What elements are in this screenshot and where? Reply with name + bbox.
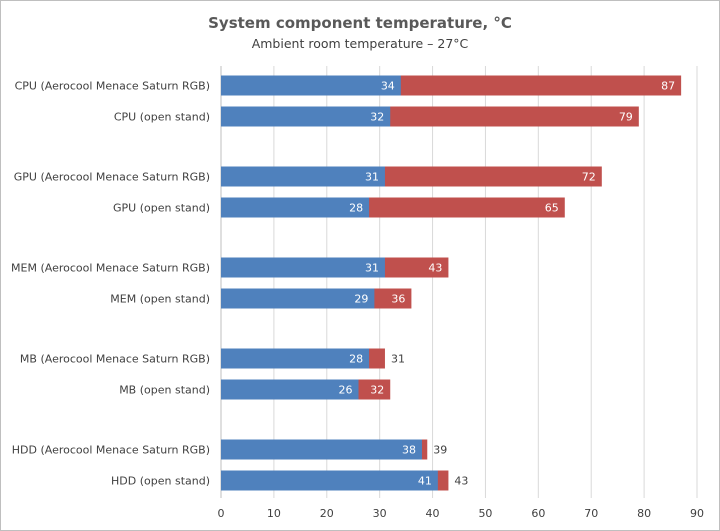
data-label-idle: 31 — [365, 171, 379, 184]
data-label-load: 36 — [391, 293, 405, 306]
data-label-load: 43 — [428, 262, 442, 275]
bar-idle — [221, 348, 370, 369]
data-label-idle: 31 — [365, 262, 379, 275]
data-label-idle: 28 — [349, 202, 363, 215]
data-label-load: 43 — [454, 475, 468, 488]
data-label-load: 79 — [619, 111, 633, 124]
category-label: GPU (Aerocool Menace Saturn RGB) — [14, 171, 210, 184]
data-label-load: 87 — [661, 80, 675, 93]
x-tick-label-40: 40 — [426, 507, 440, 520]
category-label: MEM (open stand) — [110, 293, 210, 306]
data-label-load: 39 — [433, 444, 447, 457]
bar-idle — [221, 439, 422, 460]
data-label-idle: 26 — [339, 384, 353, 397]
bar-idle — [221, 166, 385, 187]
data-label-idle: 41 — [418, 475, 432, 488]
category-label: CPU (Aerocool Menace Saturn RGB) — [15, 80, 210, 93]
labels: 0 10 20 30 40 50 60 70 80 90 CPU (Aerocool Menace … — [11, 80, 704, 521]
category-label: GPU (open stand) — [113, 202, 210, 215]
category-label: MB (Aerocool Menace Saturn RGB) — [20, 353, 210, 366]
bar-idle — [221, 106, 391, 127]
x-tick-label-0: 0 — [218, 507, 225, 520]
data-label-idle: 38 — [402, 444, 416, 457]
x-tick-label-10: 10 — [267, 507, 281, 520]
chart-subtitle: Ambient room temperature – 27°C — [252, 36, 469, 51]
data-label-idle: 34 — [381, 80, 395, 93]
bar-idle — [221, 288, 375, 309]
x-tick-label-30: 30 — [373, 507, 387, 520]
bar-idle — [221, 197, 370, 218]
category-label: HDD (Aerocool Menace Saturn RGB) — [12, 444, 210, 457]
data-label-load: 31 — [391, 353, 405, 366]
data-label-idle: 29 — [354, 293, 368, 306]
data-label-load: 32 — [370, 384, 384, 397]
gridlines — [220, 66, 698, 498]
bars — [221, 75, 682, 491]
data-label-idle: 28 — [349, 353, 363, 366]
x-tick-label-80: 80 — [637, 507, 651, 520]
x-tick-label-70: 70 — [584, 507, 598, 520]
chart-title: System component temperature, °C — [208, 14, 512, 32]
data-label-load: 65 — [545, 202, 559, 215]
category-label: MB (open stand) — [119, 384, 210, 397]
category-label: CPU (open stand) — [114, 111, 210, 124]
x-tick-label-90: 90 — [690, 507, 704, 520]
category-label: HDD (open stand) — [111, 475, 210, 488]
x-tick-label-20: 20 — [320, 507, 334, 520]
data-label-load: 72 — [582, 171, 596, 184]
x-tick-label-60: 60 — [531, 507, 545, 520]
bar-idle — [221, 257, 385, 278]
bar-idle — [221, 470, 438, 491]
x-tick-label-50: 50 — [478, 507, 492, 520]
category-label: MEM (Aerocool Menace Saturn RGB) — [11, 262, 210, 275]
bar-idle — [221, 379, 359, 400]
bar-idle — [221, 75, 401, 96]
data-label-idle: 32 — [370, 111, 384, 124]
